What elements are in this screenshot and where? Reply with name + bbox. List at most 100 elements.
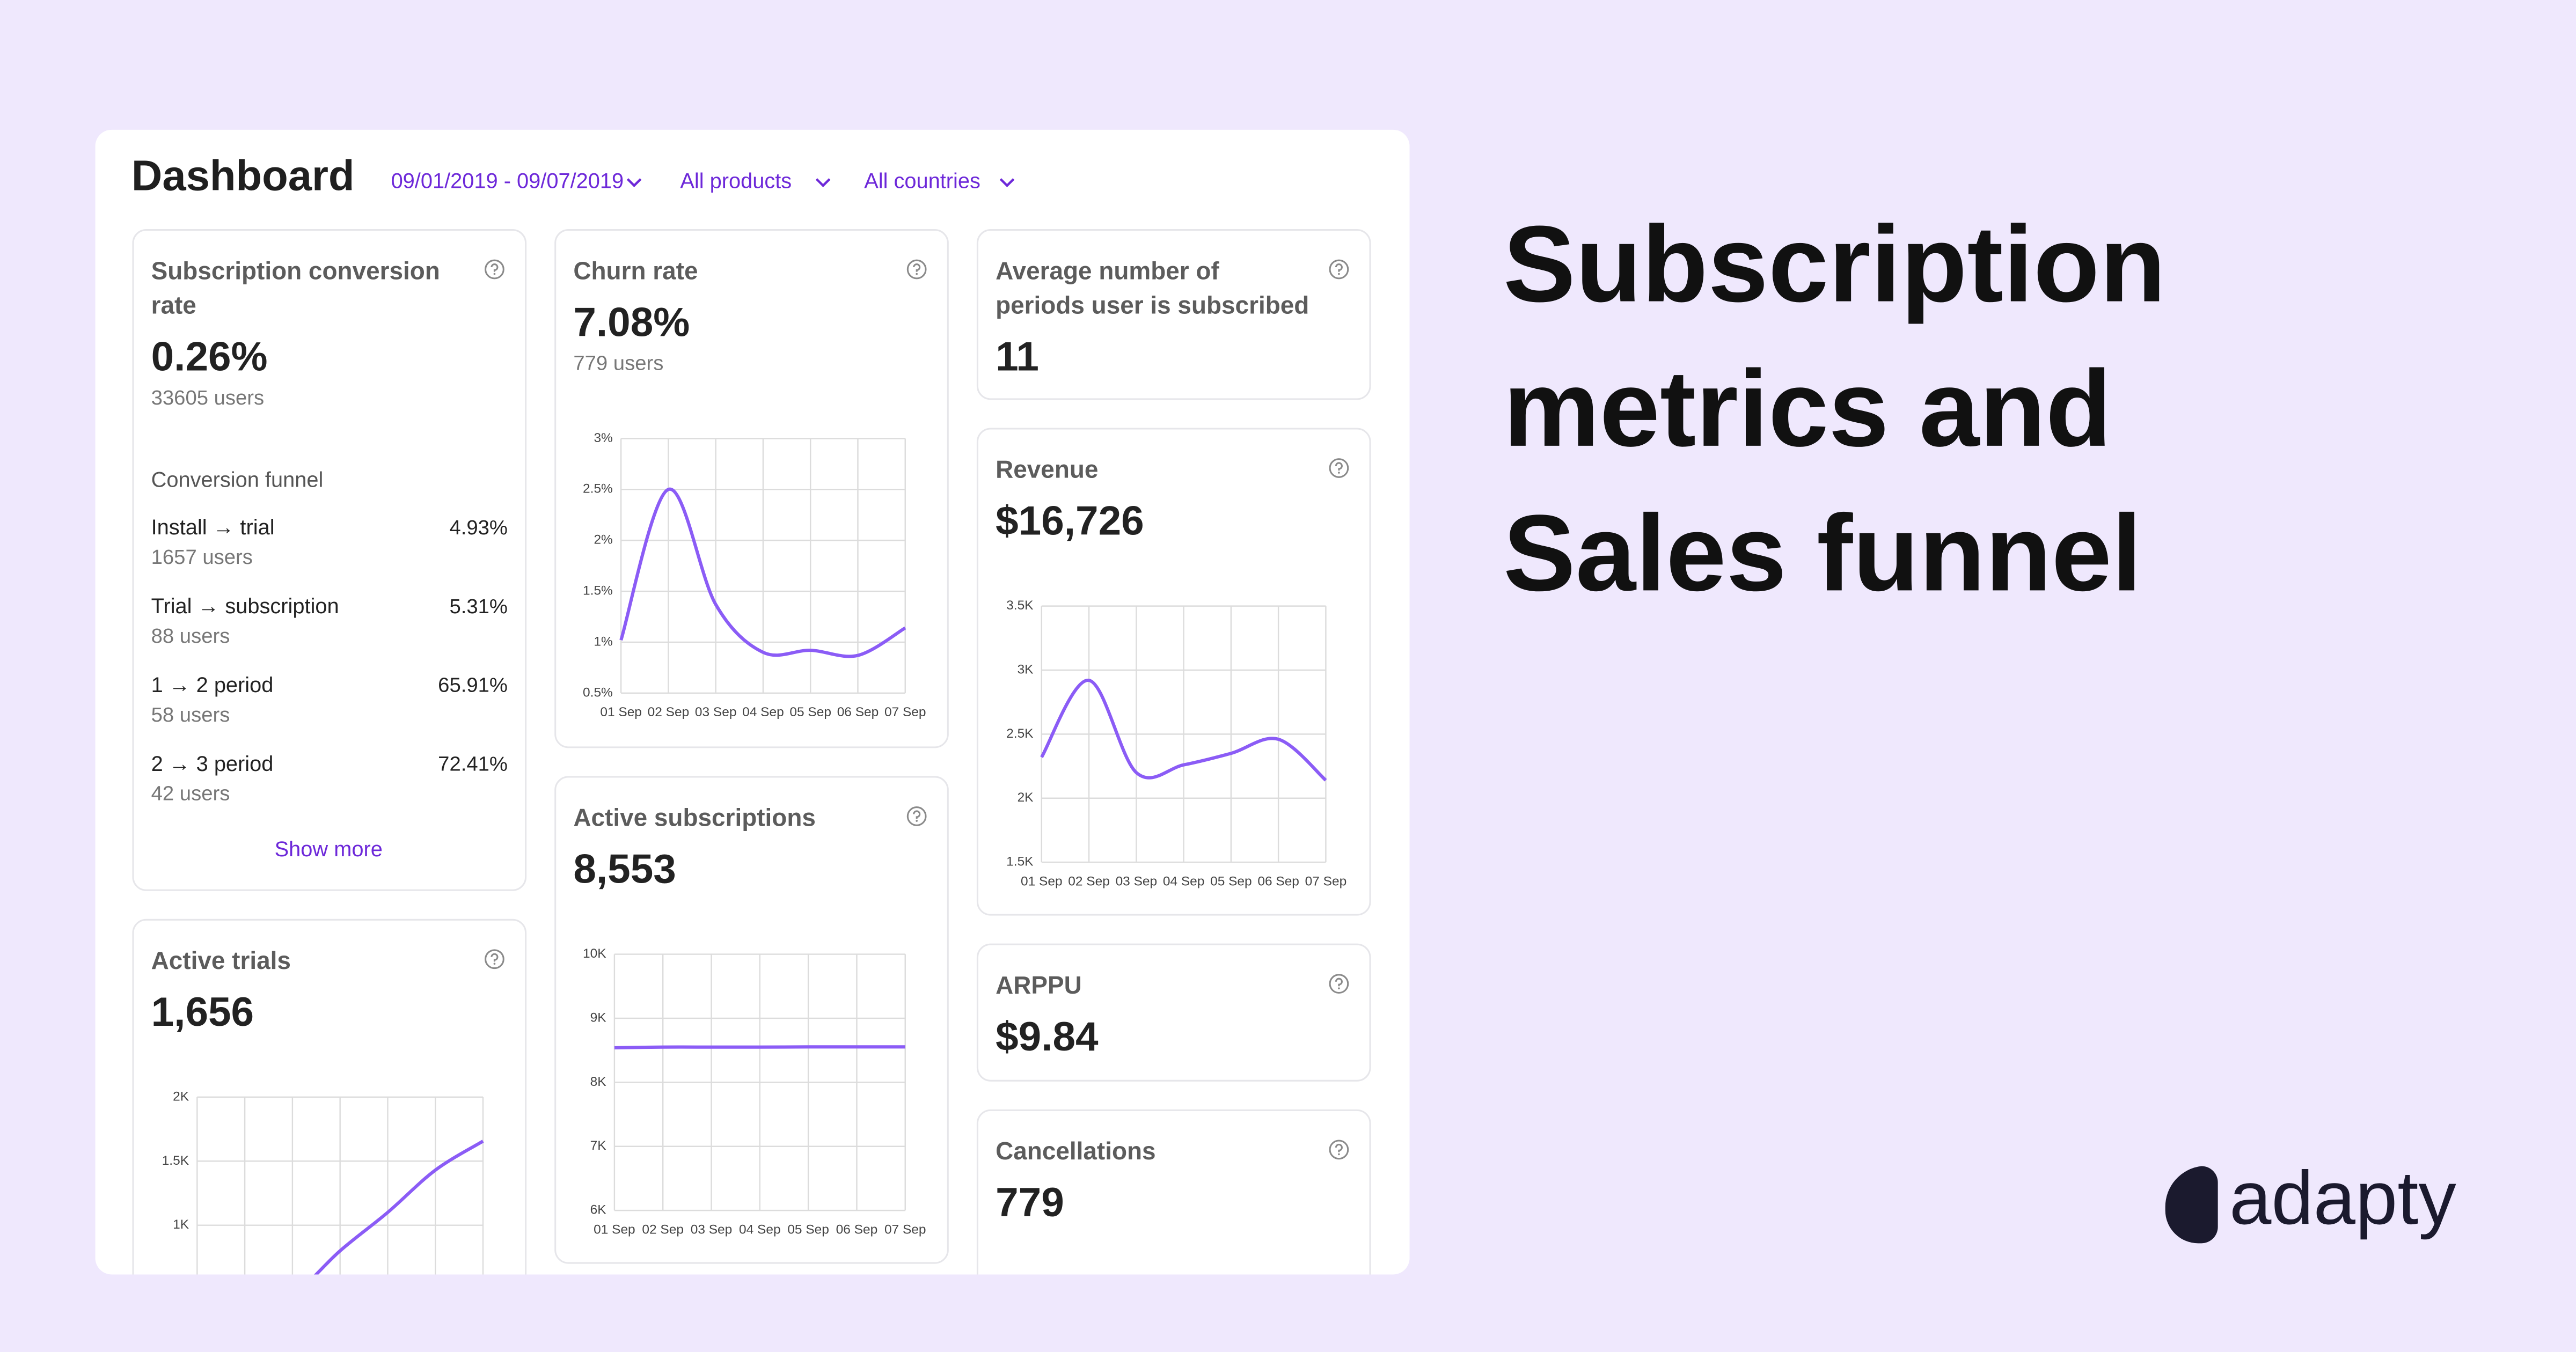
filter[interactable]: 09/01/2019 - 09/07/2019 [391,169,624,193]
card-title: Active trials [151,946,291,974]
y-tick-label: 2% [594,533,612,547]
x-tick-label: 07 Sep [884,705,926,719]
headline: Subscription [1503,203,2166,325]
card [976,428,1371,916]
card-value: 1,656 [151,989,254,1035]
x-tick-label: 01 Sep [594,1222,635,1237]
help-icon[interactable] [906,259,927,280]
x-tick-label: 05 Sep [787,1222,829,1237]
headline: Sales funnel [1503,492,2142,613]
help-icon-mark [913,810,921,819]
help-icon-mark [1335,462,1343,471]
x-tick-label: 03 Sep [691,1222,733,1237]
funnel-step-value: 5.31% [449,595,507,618]
funnel-step-label: Trial → subscription [151,594,339,618]
help-icon-dot [1338,1153,1340,1156]
y-tick-label: 9K [590,1010,607,1025]
card-title: Subscription conversion [151,256,440,284]
y-tick-label: 10K [583,946,606,961]
dashboard-title: Dashboard [131,152,355,200]
card-subtitle: 33605 users [151,386,265,409]
show-more[interactable]: Show more [275,837,383,861]
help-icon[interactable] [485,949,504,969]
card [976,1109,1371,1275]
x-tick-label: 06 Sep [837,705,879,719]
card [976,943,1371,1082]
x-tick-label: 02 Sep [642,1222,684,1237]
x-tick-label: 04 Sep [1163,874,1205,888]
card [554,229,949,748]
help-icon[interactable] [1329,1140,1349,1160]
funnel-step-label: 2 → 3 period [151,752,274,776]
card-value: 0.26% [151,334,268,380]
y-tick-label: 2.5K [1006,726,1034,741]
x-tick-label: 03 Sep [695,705,737,719]
funnel-step-users: 58 users [151,703,230,726]
y-tick-label: 1.5% [583,584,613,598]
x-tick-label: 02 Sep [648,705,690,719]
y-tick-label: 1K [173,1217,189,1232]
y-tick-label: 2K [1018,790,1034,805]
brand-name: adapty [2229,1156,2456,1240]
card-value: $9.84 [996,1014,1099,1060]
funnel-title: Conversion funnel [151,468,324,491]
help-icon[interactable] [1329,458,1349,478]
card [132,919,527,1275]
headline: metrics and [1503,348,2112,469]
chevron [999,178,1015,187]
card-value: $16,726 [996,498,1144,544]
card [132,229,527,891]
y-tick-label: 2K [173,1089,189,1104]
filter[interactable]: All products [680,169,792,193]
card-value: 7.08% [573,299,690,345]
funnel-step-label: Install → trial [151,516,275,539]
x-tick-label: 06 Sep [1257,874,1299,888]
x-tick-label: 05 Sep [1210,874,1252,888]
x-tick-label: 05 Sep [789,705,831,719]
funnel-step-value: 4.93% [449,516,507,539]
help-icon[interactable] [906,806,927,826]
help-icon-dot [1338,273,1340,275]
help-icon-dot [493,273,496,275]
x-tick-label: 01 Sep [1021,874,1063,888]
chevron [815,178,831,187]
x-tick-label: 06 Sep [836,1222,878,1237]
line-series [614,1045,905,1049]
filter[interactable]: All countries [864,169,980,193]
x-tick-label: 04 Sep [739,1222,781,1237]
y-tick-label: 1.5K [1006,855,1034,869]
help-icon-mark [1335,1143,1343,1152]
help-icon[interactable] [1329,259,1349,280]
help-icon[interactable] [485,259,504,280]
funnel-step-users: 1657 users [151,546,253,569]
card-title: rate [151,291,196,319]
y-tick-label: 1.5K [162,1153,189,1168]
x-tick-label: 01 Sep [600,705,642,719]
help-icon-dot [493,962,496,965]
card-title: periods user is subscribed [996,291,1309,319]
y-tick-label: 3.5K [1006,598,1034,613]
help-icon-dot [916,273,918,275]
help-icon-mark [913,263,921,272]
funnel-step-users: 88 users [151,624,230,648]
card-subtitle: 779 users [573,352,663,375]
card-value: 8,553 [573,847,676,892]
funnel-step-value: 65.91% [438,674,508,697]
help-icon-mark [1335,263,1343,272]
card-title: ARPPU [996,971,1082,999]
dashboard: Dashboard 09/01/2019 - 09/07/2019 All prod… [131,152,1371,1275]
line-series [1040,679,1327,782]
card [976,229,1371,400]
funnel-step-value: 72.41% [438,753,508,776]
y-tick-label: 6K [590,1203,607,1217]
x-tick-label: 02 Sep [1068,874,1110,888]
card [554,776,949,1264]
y-tick-label: 2.5% [583,482,613,496]
card-title: Churn rate [573,256,698,284]
y-tick-label: 7K [590,1138,607,1153]
funnel-step-users: 42 users [151,782,230,805]
card-title: Average number of [996,256,1219,284]
help-icon[interactable] [1329,974,1349,994]
